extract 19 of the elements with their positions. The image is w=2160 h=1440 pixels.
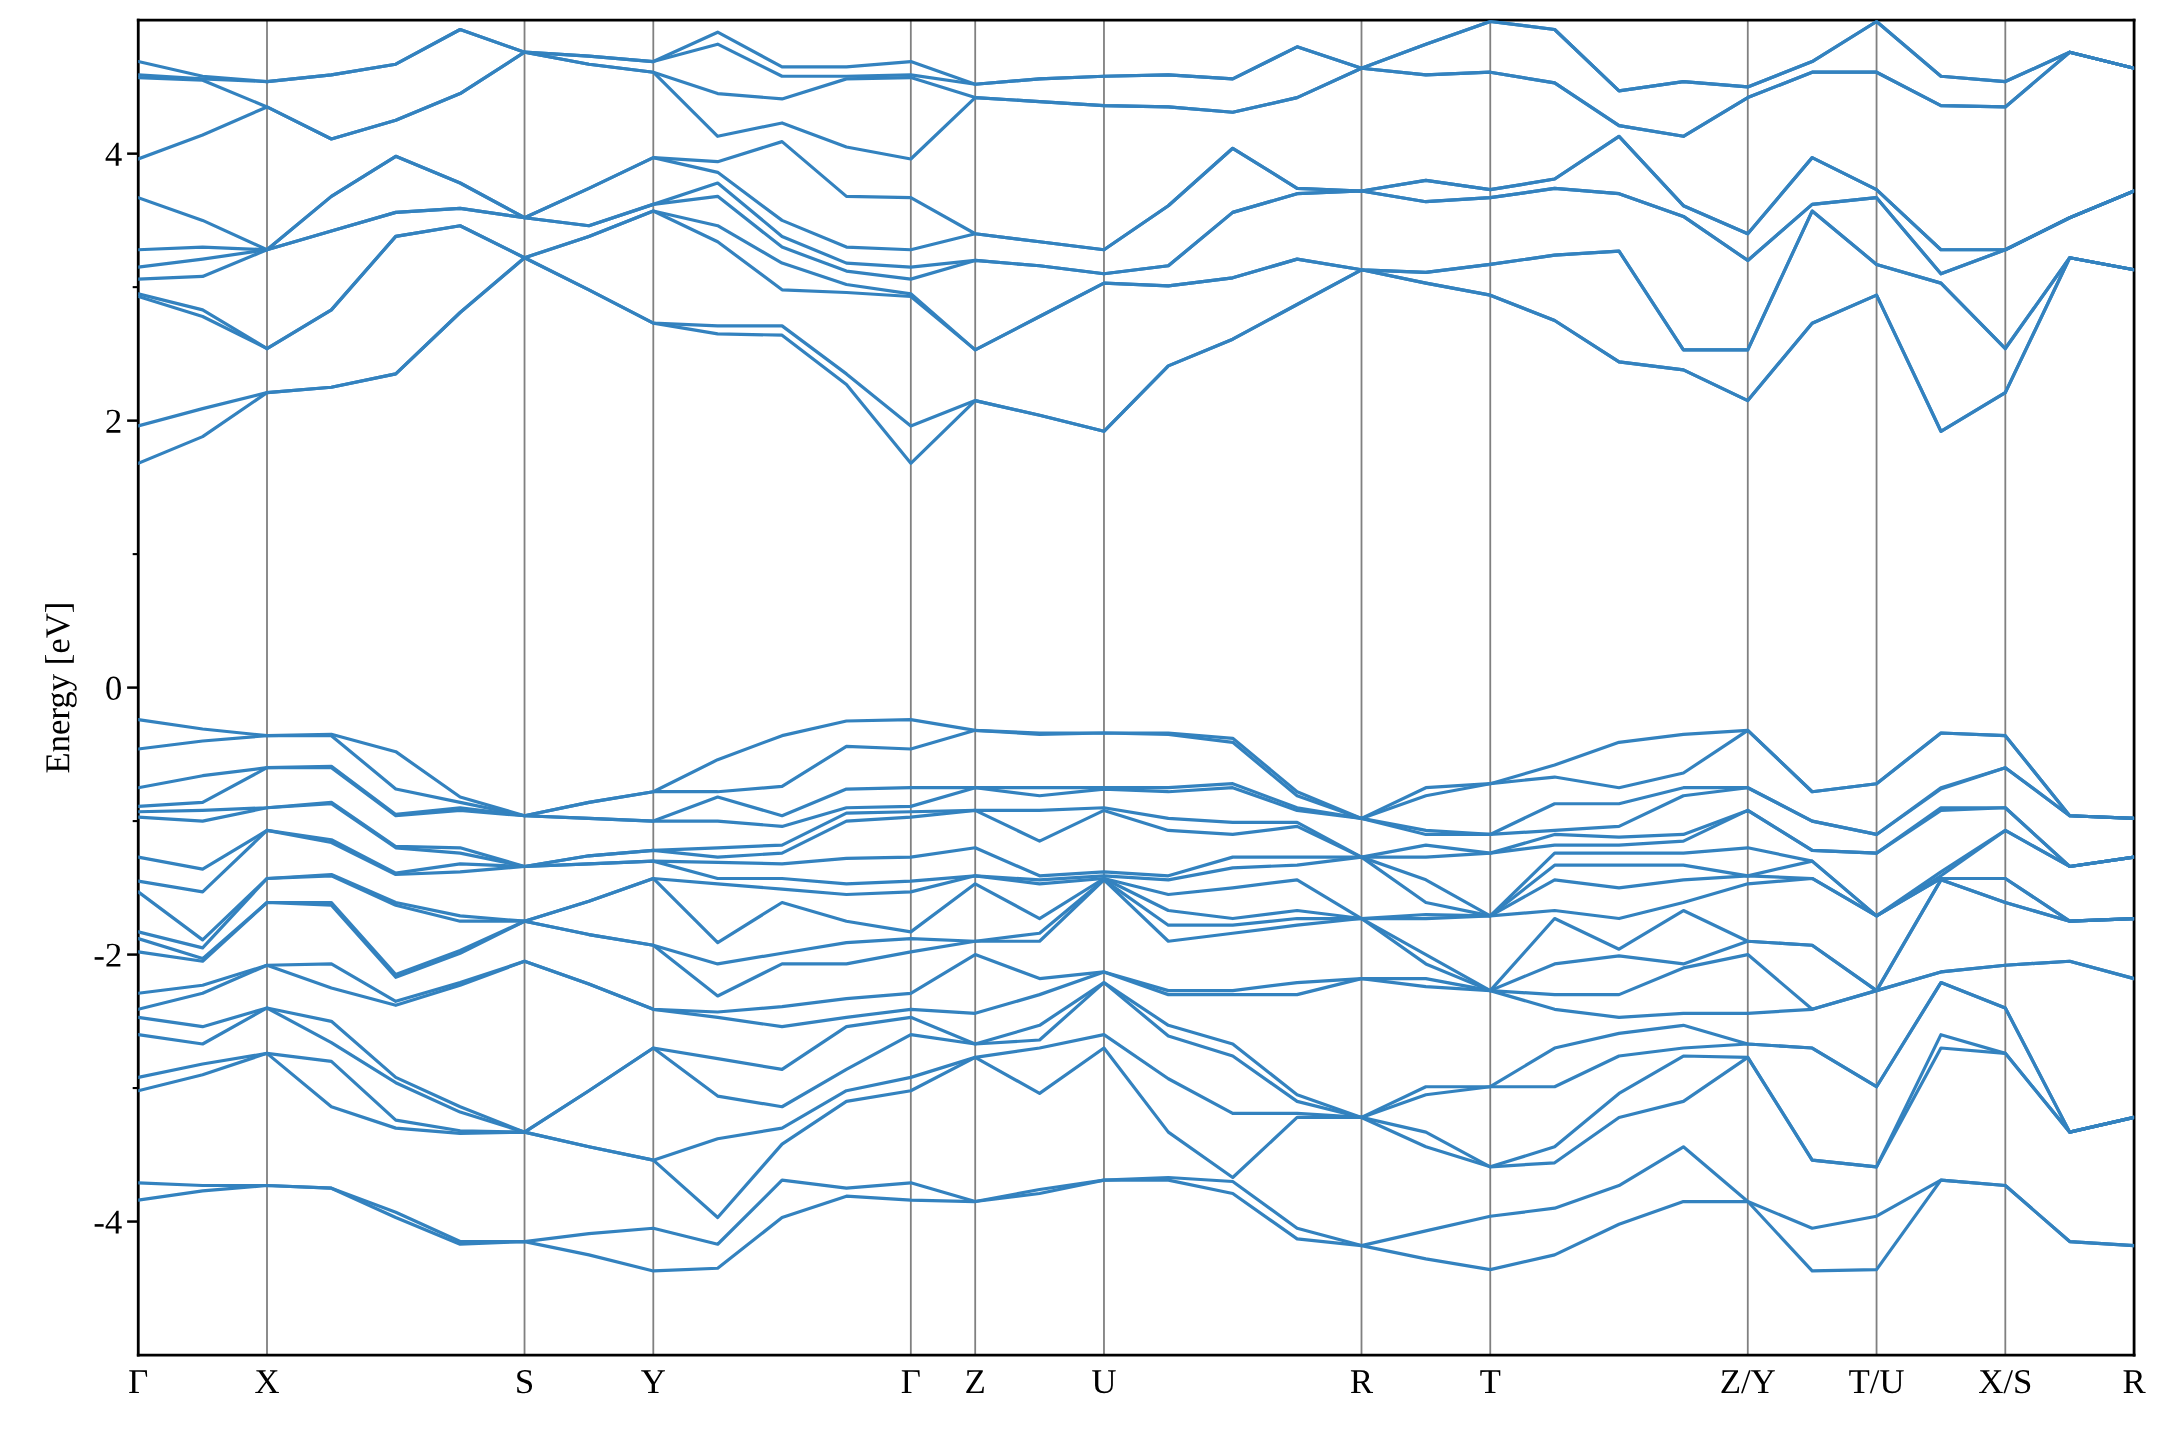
x-tick-label: Z: [966, 1370, 984, 1394]
x-tick-label: S: [517, 1370, 533, 1394]
x-tick-label: T: [1480, 1370, 1501, 1394]
y-tick-label: 4: [105, 142, 122, 166]
x-tick-label: Z/Y: [1721, 1370, 1775, 1394]
x-tick-label: R: [2123, 1370, 2146, 1394]
y-tick-label: 2: [106, 409, 121, 433]
x-tick-label: Γ: [129, 1370, 148, 1394]
x-tick-label: X/S: [1979, 1370, 2031, 1394]
y-tick-label: -4: [94, 1210, 122, 1234]
x-tick-label: T/U: [1849, 1370, 1904, 1394]
x-tick-label: X: [255, 1370, 279, 1394]
x-tick-label: U: [1092, 1370, 1116, 1394]
x-tick-label: Γ: [901, 1370, 920, 1394]
y-tick-label: 0: [106, 676, 121, 700]
y-tick-label: -2: [94, 943, 121, 967]
x-tick-label: R: [1350, 1370, 1374, 1394]
x-tick-label: Y: [641, 1370, 665, 1394]
y-axis-title: Energy [eV]: [45, 604, 77, 773]
